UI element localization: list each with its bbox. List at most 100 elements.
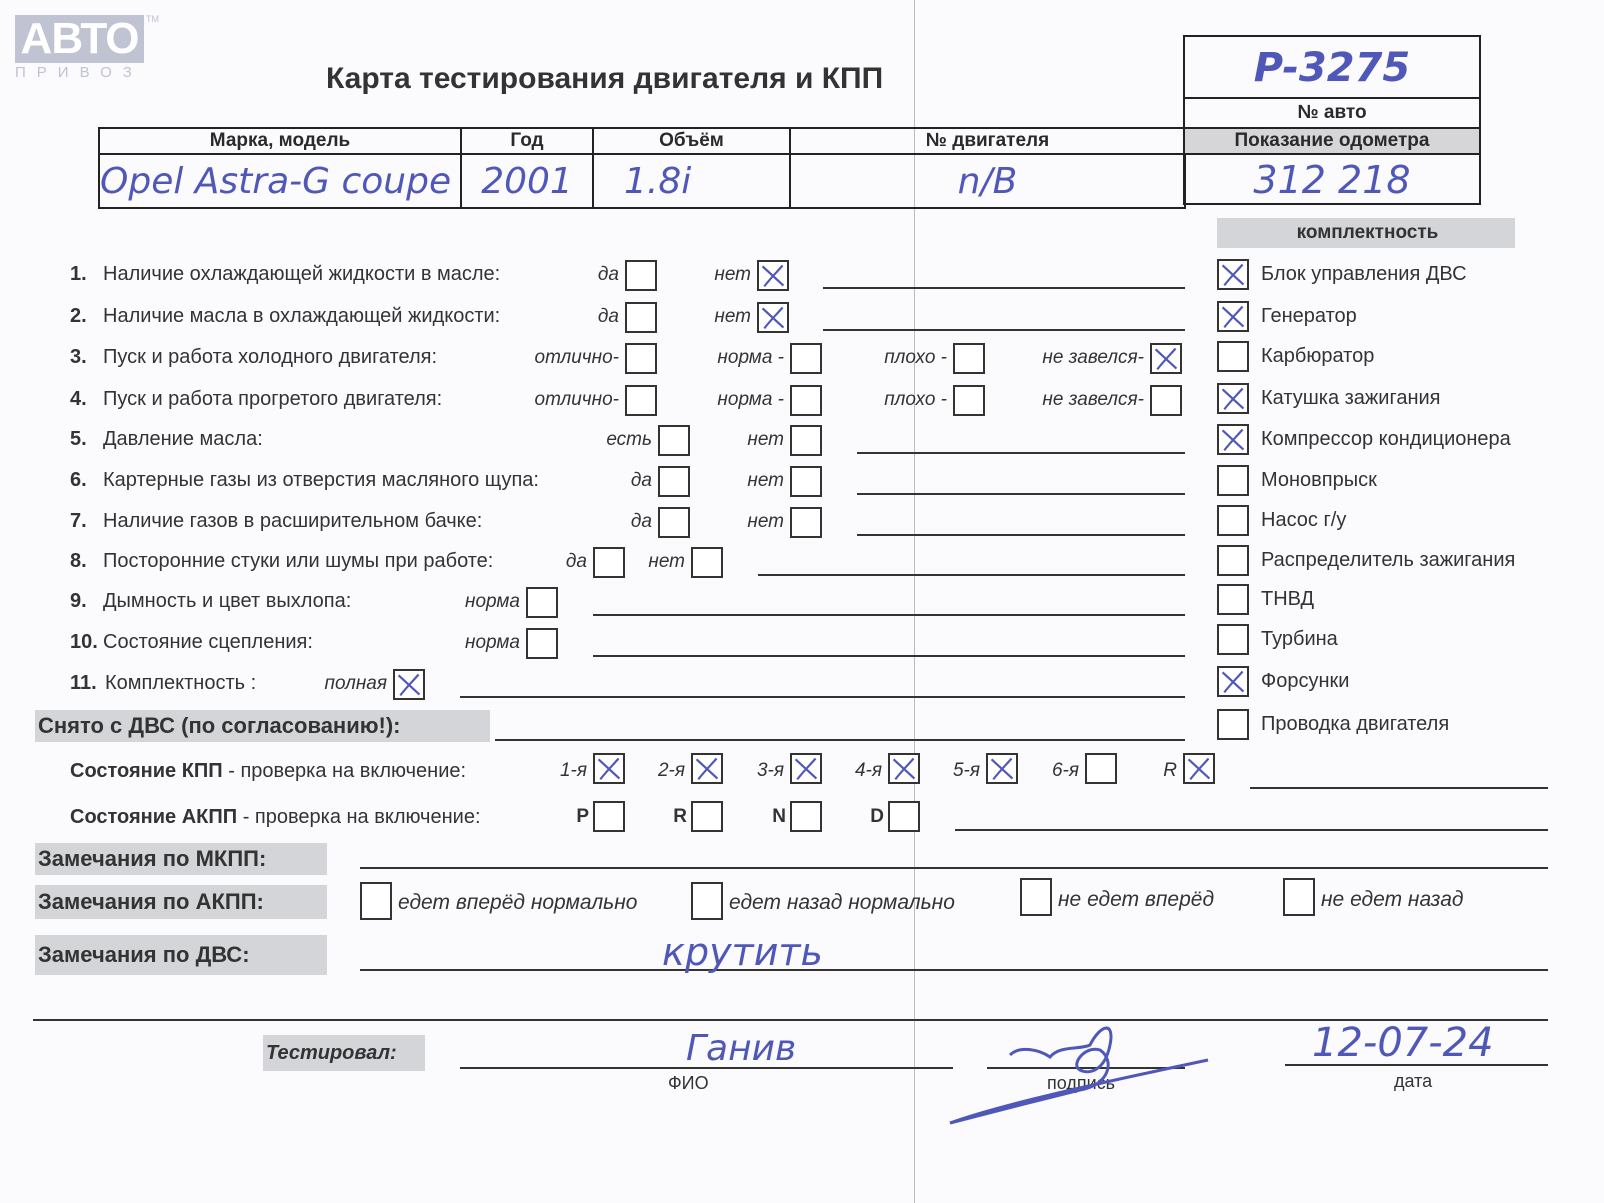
completeness-checkbox[interactable] — [1217, 584, 1249, 615]
auto-number-value[interactable]: P-3275 — [1185, 37, 1479, 99]
comment-line[interactable] — [857, 534, 1185, 536]
kpp-line[interactable] — [1250, 787, 1548, 789]
comment-line[interactable] — [758, 574, 1185, 576]
akpp-remark-checkbox[interactable] — [1020, 878, 1052, 916]
mode-checkbox[interactable] — [888, 801, 920, 832]
check-number: 11. — [70, 672, 97, 694]
model-value[interactable]: Opel Astra-G coupe — [98, 153, 462, 209]
option-checkbox[interactable] — [1150, 343, 1182, 374]
removed-line[interactable] — [495, 739, 1185, 741]
option-checkbox[interactable] — [790, 343, 822, 374]
dvs-remarks-value[interactable]: крутить — [662, 930, 823, 974]
option-checkbox[interactable] — [953, 343, 985, 374]
option-checkbox[interactable] — [625, 385, 657, 416]
comment-line[interactable] — [823, 287, 1185, 289]
comment-line[interactable] — [857, 452, 1185, 454]
gear-checkbox[interactable] — [986, 753, 1018, 784]
option-label: полная — [324, 673, 388, 694]
date-line[interactable] — [1285, 1064, 1548, 1066]
option-checkbox[interactable] — [691, 547, 723, 578]
option-checkbox[interactable] — [526, 628, 558, 659]
gear-checkbox[interactable] — [593, 753, 625, 784]
completeness-checkbox[interactable] — [1217, 624, 1249, 655]
mode-checkbox[interactable] — [790, 801, 822, 832]
completeness-checkbox[interactable] — [1217, 505, 1249, 536]
gear-checkbox[interactable] — [790, 753, 822, 784]
completeness-checkbox[interactable] — [1217, 383, 1249, 414]
gear-label: 2-я — [657, 760, 685, 781]
akpp-label-rest: - проверка на включение: — [237, 806, 481, 828]
completeness-checkbox[interactable] — [1217, 465, 1249, 496]
check-mark-icon — [990, 757, 1014, 781]
fold-line — [914, 0, 915, 1203]
akpp-remark-checkbox[interactable] — [691, 882, 723, 920]
option-checkbox[interactable] — [757, 302, 789, 333]
check-label: Пуск и работа прогретого двигателя: — [103, 388, 443, 410]
option-label: да — [565, 551, 587, 572]
dvs-remarks-line[interactable] — [360, 969, 1548, 971]
option-label: нет — [747, 511, 784, 532]
check-mark-icon — [761, 264, 785, 288]
mkpp-remarks-label: Замечания по МКПП: — [35, 843, 327, 875]
gear-checkbox[interactable] — [888, 753, 920, 784]
check-label: Давление масла: — [103, 428, 263, 450]
option-checkbox[interactable] — [625, 260, 657, 291]
option-checkbox[interactable] — [658, 507, 690, 538]
option-checkbox[interactable] — [790, 507, 822, 538]
gear-checkbox[interactable] — [1085, 753, 1117, 784]
gear-checkbox[interactable] — [691, 753, 723, 784]
volume-value[interactable]: 1.8i — [592, 153, 791, 209]
option-checkbox[interactable] — [757, 260, 789, 291]
option-checkbox[interactable] — [625, 302, 657, 333]
option-checkbox[interactable] — [658, 466, 690, 497]
fio-value[interactable]: Ганив — [686, 1028, 797, 1069]
option-checkbox[interactable] — [790, 385, 822, 416]
mkpp-remarks-line[interactable] — [360, 867, 1548, 869]
completeness-checkbox[interactable] — [1217, 545, 1249, 576]
akpp-line[interactable] — [955, 829, 1548, 831]
signature-line[interactable] — [987, 1067, 1185, 1069]
kpp-label: Состояние КПП - проверка на включение: — [70, 760, 466, 783]
completeness-checkbox[interactable] — [1217, 301, 1249, 332]
gear-checkbox[interactable] — [1183, 753, 1215, 784]
option-checkbox[interactable] — [790, 466, 822, 497]
completeness-checkbox[interactable] — [1217, 709, 1249, 740]
check-number: 2. — [70, 305, 87, 327]
check-number: 6. — [70, 469, 87, 491]
akpp-remark-checkbox[interactable] — [360, 882, 392, 920]
option-checkbox[interactable] — [953, 385, 985, 416]
option-label: нет — [747, 429, 784, 450]
mode-checkbox[interactable] — [691, 801, 723, 832]
option-checkbox[interactable] — [1150, 385, 1182, 416]
completeness-checkbox[interactable] — [1217, 424, 1249, 455]
option-checkbox[interactable] — [790, 425, 822, 456]
mode-label: D — [870, 806, 884, 827]
option-checkbox[interactable] — [393, 669, 425, 700]
completeness-checkbox[interactable] — [1217, 259, 1249, 290]
comment-line[interactable] — [857, 493, 1185, 495]
option-label: норма - — [717, 347, 784, 368]
odometer-value[interactable]: 312 218 — [1253, 158, 1411, 202]
option-label: нет — [714, 264, 751, 285]
comment-line[interactable] — [593, 655, 1185, 657]
comment-line[interactable] — [460, 696, 1185, 698]
comment-line[interactable] — [593, 614, 1185, 616]
mode-checkbox[interactable] — [593, 801, 625, 832]
option-checkbox[interactable] — [526, 587, 558, 618]
akpp-remark-checkbox[interactable] — [1283, 878, 1315, 916]
completeness-title: комплектность — [1217, 218, 1515, 248]
option-checkbox[interactable] — [625, 343, 657, 374]
completeness-checkbox[interactable] — [1217, 666, 1249, 697]
check-mark-icon — [1221, 428, 1245, 452]
comment-line[interactable] — [823, 329, 1185, 331]
signature-image — [949, 1026, 1209, 1125]
completeness-checkbox[interactable] — [1217, 341, 1249, 372]
option-checkbox[interactable] — [658, 425, 690, 456]
option-checkbox[interactable] — [593, 547, 625, 578]
fio-line[interactable] — [460, 1067, 953, 1069]
engine-no-value[interactable]: n/B — [789, 153, 1186, 209]
year-value[interactable]: 2001 — [460, 153, 594, 209]
odometer-label: Показание одометра — [1185, 129, 1479, 155]
auto-number-label: № авто — [1185, 99, 1479, 129]
date-value[interactable]: 12-07-24 — [1312, 1020, 1494, 1066]
